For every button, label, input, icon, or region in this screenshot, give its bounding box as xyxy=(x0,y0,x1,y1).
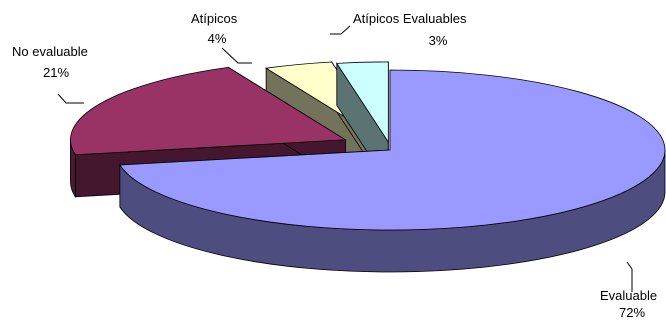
label-atipicos-evaluables-name: Atípicos Evaluables xyxy=(353,11,467,26)
label-evaluable-name: Evaluable xyxy=(600,288,657,303)
leader-line-atipicos xyxy=(221,47,252,64)
slice-no-evaluable xyxy=(70,66,347,156)
leader-line-no-evaluable xyxy=(57,93,84,104)
label-no-evaluable-percent: 21% xyxy=(43,65,69,80)
leader-line-atipicos-evaluables xyxy=(330,25,351,35)
label-atipicos-evaluables-percent: 3% xyxy=(429,33,448,48)
slices-layer xyxy=(70,60,666,273)
leader-line-evaluable xyxy=(626,261,633,292)
label-atipicos-percent: 4% xyxy=(208,31,227,46)
label-no-evaluable: No evaluable 21% xyxy=(12,44,88,104)
label-atipicos-name: Atípicos xyxy=(191,11,238,26)
label-evaluable-percent: 72% xyxy=(619,305,645,320)
label-atipicos-evaluables: Atípicos Evaluables 3% xyxy=(330,11,467,48)
label-no-evaluable-name: No evaluable xyxy=(12,44,88,59)
slice-evaluable xyxy=(119,69,666,231)
label-evaluable: Evaluable 72% xyxy=(600,261,657,320)
slice-at-picos-evaluables xyxy=(336,61,389,144)
label-atipicos: Atípicos 4% xyxy=(191,11,252,64)
